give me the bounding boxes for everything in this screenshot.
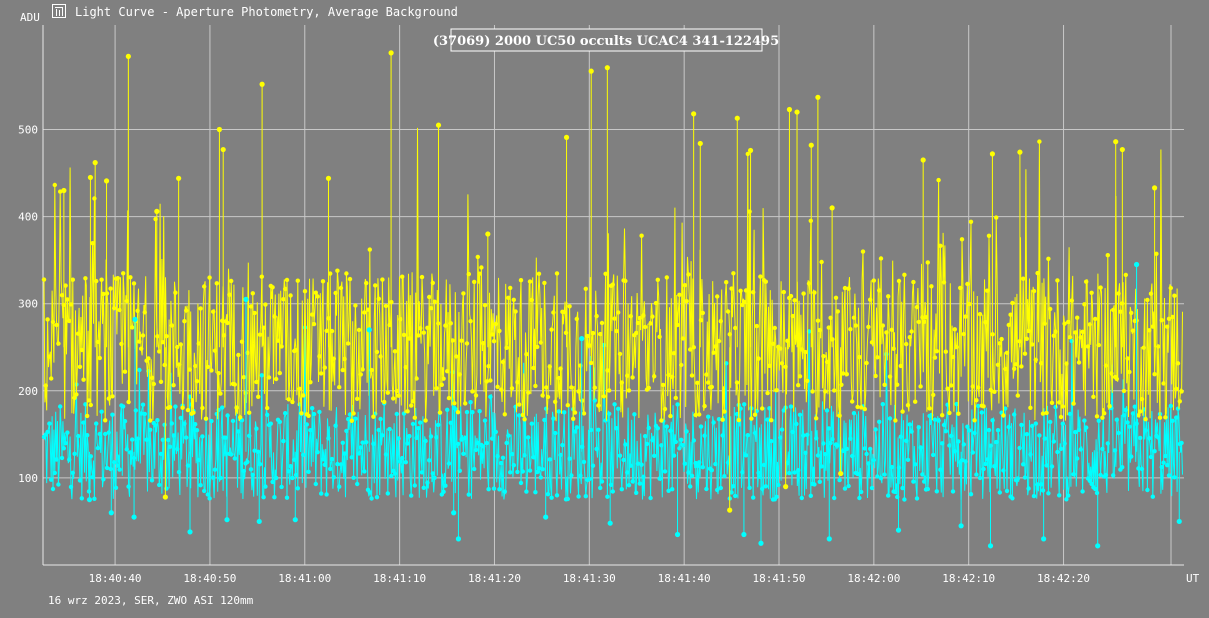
x-tick-label: 18:42:10 — [942, 572, 995, 585]
chart-title: (37069) 2000 UC50 occults UCAC4 341-1224… — [433, 28, 779, 52]
chart-title-text: (37069) 2000 UC50 occults UCAC4 341-1224… — [433, 34, 779, 49]
x-tick-label: 18:42:00 — [847, 572, 900, 585]
series-0-point-34 — [783, 484, 789, 490]
series-0-point-22 — [794, 109, 800, 115]
series-0-point-14 — [563, 134, 570, 140]
series-1-point-6 — [292, 517, 298, 523]
target-series-trace — [43, 127, 1183, 422]
series-1-point-0 — [86, 497, 93, 503]
series-1-point-19 — [1095, 543, 1101, 549]
axis-labels: ADU UT 100 200 300 400 500 18:40:40 18:40:50 18… — [18, 11, 1199, 585]
series-1-point-23 — [366, 327, 372, 333]
series-0-point-17 — [691, 111, 697, 117]
series-1-point-4 — [224, 517, 230, 523]
series-0-point-33 — [727, 507, 733, 513]
x-axis-label: UT — [1186, 572, 1200, 585]
series-1-point-5 — [256, 518, 262, 525]
window-titlebar: Light Curve - Aperture Photometry, Avera… — [0, 0, 1209, 24]
series-0-point-13 — [485, 231, 491, 237]
series-0-point-29 — [1113, 139, 1119, 145]
series-1-point-18 — [1041, 536, 1047, 542]
series-0-point-28 — [1017, 149, 1023, 155]
series-0-point-18 — [697, 140, 703, 147]
x-tick-label: 18:41:30 — [563, 572, 616, 585]
series-0-point-12 — [435, 122, 442, 128]
x-tick-label: 18:41:50 — [753, 572, 806, 585]
series-0-point-10 — [325, 175, 332, 181]
series-1-point-8 — [455, 536, 462, 542]
x-tick-label: 18:41:40 — [658, 572, 711, 585]
series-0-point-7 — [216, 126, 223, 133]
y-axis-label: ADU — [20, 11, 40, 24]
series-1-point-3 — [187, 529, 193, 535]
comparison-series-dots — [41, 325, 1184, 502]
series-0-point-0 — [61, 187, 67, 194]
series-1-point-25 — [1133, 261, 1140, 268]
series-1-point-2 — [131, 514, 137, 520]
series-0-point-26 — [920, 157, 926, 163]
light-curve-icon[interactable] — [52, 4, 66, 18]
series-0-point-8 — [220, 146, 226, 153]
series-0-point-24 — [815, 94, 821, 100]
series-1-point-10 — [607, 520, 613, 526]
window-title: Light Curve - Aperture Photometry, Avera… — [75, 5, 458, 19]
series-1-point-21 — [132, 316, 138, 322]
axes — [42, 25, 1184, 566]
series-0-point-4 — [125, 53, 131, 59]
y-tick-label: 100 — [18, 472, 38, 485]
x-tick-label: 18:41:10 — [373, 572, 426, 585]
series-0-point-32 — [162, 494, 168, 500]
y-tick-label: 200 — [18, 385, 38, 398]
series-0-point-11 — [388, 50, 394, 56]
series-1-point-7 — [451, 510, 457, 516]
series-1-point-22 — [243, 296, 249, 302]
series-1-point-9 — [543, 514, 549, 520]
series-0-point-2 — [92, 160, 98, 166]
series-0-point-19 — [734, 115, 740, 121]
x-tick-label: 18:42:20 — [1037, 572, 1090, 585]
series-1-point-17 — [987, 543, 994, 549]
series-1-point-16 — [958, 523, 964, 529]
series-1-point-12 — [741, 531, 747, 538]
series-0-point-15 — [588, 68, 594, 74]
series-0-point-1 — [87, 174, 94, 181]
series-0-point-21 — [786, 106, 793, 113]
series-0-point-25 — [829, 205, 835, 211]
series-1-point-15 — [895, 527, 902, 533]
series-1-point-14 — [826, 536, 832, 542]
series-0-point-3 — [103, 178, 110, 184]
series-0-point-30 — [1119, 146, 1125, 153]
series-0-point-6 — [176, 175, 182, 181]
series-0-point-9 — [259, 81, 265, 87]
x-tick-label: 18:40:40 — [89, 572, 142, 585]
x-tick-label: 18:41:20 — [468, 572, 521, 585]
series-0-point-27 — [989, 151, 996, 157]
series-0-point-35 — [838, 470, 844, 477]
y-tick-label: 300 — [18, 298, 38, 311]
series-0-point-31 — [1151, 185, 1158, 191]
series-0-point-16 — [604, 65, 610, 71]
series-layer — [41, 50, 1184, 549]
series-0-point-20 — [747, 147, 754, 154]
series-1-point-11 — [674, 531, 681, 538]
series-1-point-1 — [108, 510, 114, 516]
x-tick-label: 18:40:50 — [183, 572, 236, 585]
x-tick-label: 18:41:00 — [278, 572, 331, 585]
target-series-dots — [41, 139, 1184, 423]
series-1-point-20 — [1176, 518, 1182, 525]
series-1-point-13 — [758, 540, 764, 546]
y-tick-label: 400 — [18, 211, 38, 224]
series-0-point-23 — [808, 142, 814, 148]
y-tick-label: 500 — [18, 124, 38, 137]
footer-info: 16 wrz 2023, SER, ZWO ASI 120mm — [48, 594, 254, 607]
series-1-point-24 — [579, 335, 585, 342]
series-0-point-5 — [154, 208, 160, 214]
